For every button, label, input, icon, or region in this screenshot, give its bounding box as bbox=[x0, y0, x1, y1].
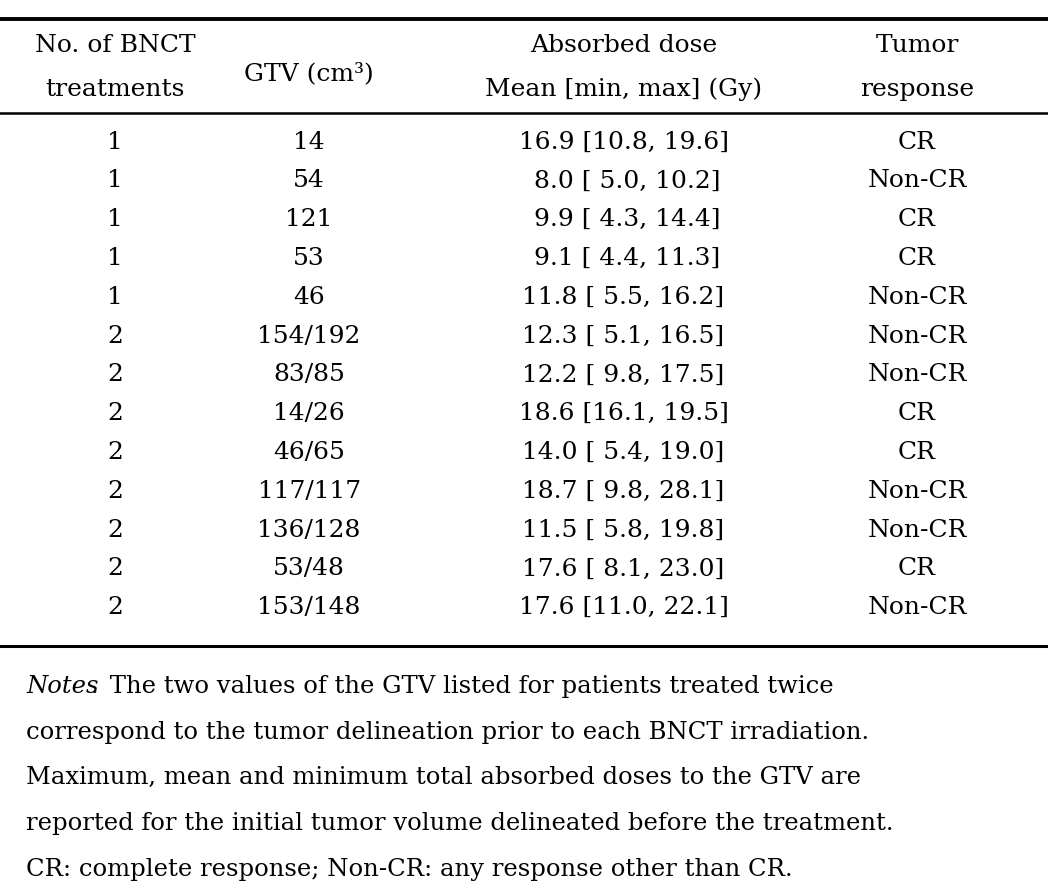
Text: 8.0 [ 5.0, 10.2]: 8.0 [ 5.0, 10.2] bbox=[526, 169, 721, 192]
Text: 54: 54 bbox=[293, 169, 325, 192]
Text: 2: 2 bbox=[107, 325, 124, 348]
Text: Non-CR: Non-CR bbox=[868, 169, 966, 192]
Text: 46: 46 bbox=[293, 286, 325, 309]
Text: CR: CR bbox=[898, 441, 936, 464]
Text: 12.2 [ 9.8, 17.5]: 12.2 [ 9.8, 17.5] bbox=[523, 363, 724, 386]
Text: 18.6 [16.1, 19.5]: 18.6 [16.1, 19.5] bbox=[519, 402, 728, 425]
Text: 121: 121 bbox=[285, 208, 333, 231]
Text: 2: 2 bbox=[107, 363, 124, 386]
Text: treatments: treatments bbox=[46, 78, 184, 101]
Text: 1: 1 bbox=[107, 208, 124, 231]
Text: 17.6 [11.0, 22.1]: 17.6 [11.0, 22.1] bbox=[519, 596, 728, 619]
Text: 53: 53 bbox=[293, 247, 325, 270]
Text: Maximum, mean and minimum total absorbed doses to the GTV are: Maximum, mean and minimum total absorbed… bbox=[26, 766, 861, 789]
Text: 83/85: 83/85 bbox=[274, 363, 345, 386]
Text: 2: 2 bbox=[107, 519, 124, 542]
Text: CR: complete response; Non-CR: any response other than CR.: CR: complete response; Non-CR: any respo… bbox=[26, 858, 793, 881]
Text: 18.7 [ 9.8, 28.1]: 18.7 [ 9.8, 28.1] bbox=[523, 480, 724, 503]
Text: 12.3 [ 5.1, 16.5]: 12.3 [ 5.1, 16.5] bbox=[523, 325, 724, 348]
Text: Absorbed dose: Absorbed dose bbox=[530, 34, 717, 56]
Text: 9.9 [ 4.3, 14.4]: 9.9 [ 4.3, 14.4] bbox=[526, 208, 721, 231]
Text: 1: 1 bbox=[107, 247, 124, 270]
Text: 1: 1 bbox=[107, 169, 124, 192]
Text: Tumor: Tumor bbox=[875, 34, 959, 56]
Text: Mean [min, max] (Gy): Mean [min, max] (Gy) bbox=[485, 78, 762, 101]
Text: No. of BNCT: No. of BNCT bbox=[35, 34, 196, 56]
Text: GTV (cm³): GTV (cm³) bbox=[244, 62, 374, 85]
Text: 2: 2 bbox=[107, 441, 124, 464]
Text: 14.0 [ 5.4, 19.0]: 14.0 [ 5.4, 19.0] bbox=[523, 441, 724, 464]
Text: 2: 2 bbox=[107, 480, 124, 503]
Text: 46/65: 46/65 bbox=[274, 441, 345, 464]
Text: Non-CR: Non-CR bbox=[868, 519, 966, 542]
Text: Non-CR: Non-CR bbox=[868, 325, 966, 348]
Text: CR: CR bbox=[898, 557, 936, 580]
Text: Non-CR: Non-CR bbox=[868, 480, 966, 503]
Text: 1: 1 bbox=[107, 131, 124, 153]
Text: Non-CR: Non-CR bbox=[868, 286, 966, 309]
Text: Notes: Notes bbox=[26, 675, 99, 698]
Text: 14: 14 bbox=[293, 131, 325, 153]
Text: 2: 2 bbox=[107, 402, 124, 425]
Text: CR: CR bbox=[898, 247, 936, 270]
Text: 9.1 [ 4.4, 11.3]: 9.1 [ 4.4, 11.3] bbox=[526, 247, 721, 270]
Text: 136/128: 136/128 bbox=[258, 519, 361, 542]
Text: reported for the initial tumor volume delineated before the treatment.: reported for the initial tumor volume de… bbox=[26, 812, 894, 835]
Text: Non-CR: Non-CR bbox=[868, 363, 966, 386]
Text: 117/117: 117/117 bbox=[258, 480, 361, 503]
Text: 16.9 [10.8, 19.6]: 16.9 [10.8, 19.6] bbox=[519, 131, 728, 153]
Text: .: . bbox=[91, 675, 99, 698]
Text: 14/26: 14/26 bbox=[274, 402, 345, 425]
Text: The two values of the GTV listed for patients treated twice: The two values of the GTV listed for pat… bbox=[102, 675, 833, 698]
Text: 153/148: 153/148 bbox=[258, 596, 361, 619]
Text: 2: 2 bbox=[107, 557, 124, 580]
Text: response: response bbox=[860, 78, 974, 101]
Text: 2: 2 bbox=[107, 596, 124, 619]
Text: CR: CR bbox=[898, 402, 936, 425]
Text: 17.6 [ 8.1, 23.0]: 17.6 [ 8.1, 23.0] bbox=[523, 557, 724, 580]
Text: CR: CR bbox=[898, 208, 936, 231]
Text: 1: 1 bbox=[107, 286, 124, 309]
Text: 154/192: 154/192 bbox=[258, 325, 361, 348]
Text: Non-CR: Non-CR bbox=[868, 596, 966, 619]
Text: 11.8 [ 5.5, 16.2]: 11.8 [ 5.5, 16.2] bbox=[523, 286, 724, 309]
Text: 11.5 [ 5.8, 19.8]: 11.5 [ 5.8, 19.8] bbox=[523, 519, 724, 542]
Text: correspond to the tumor delineation prior to each BNCT irradiation.: correspond to the tumor delineation prio… bbox=[26, 721, 870, 744]
Text: 53/48: 53/48 bbox=[274, 557, 345, 580]
Text: CR: CR bbox=[898, 131, 936, 153]
